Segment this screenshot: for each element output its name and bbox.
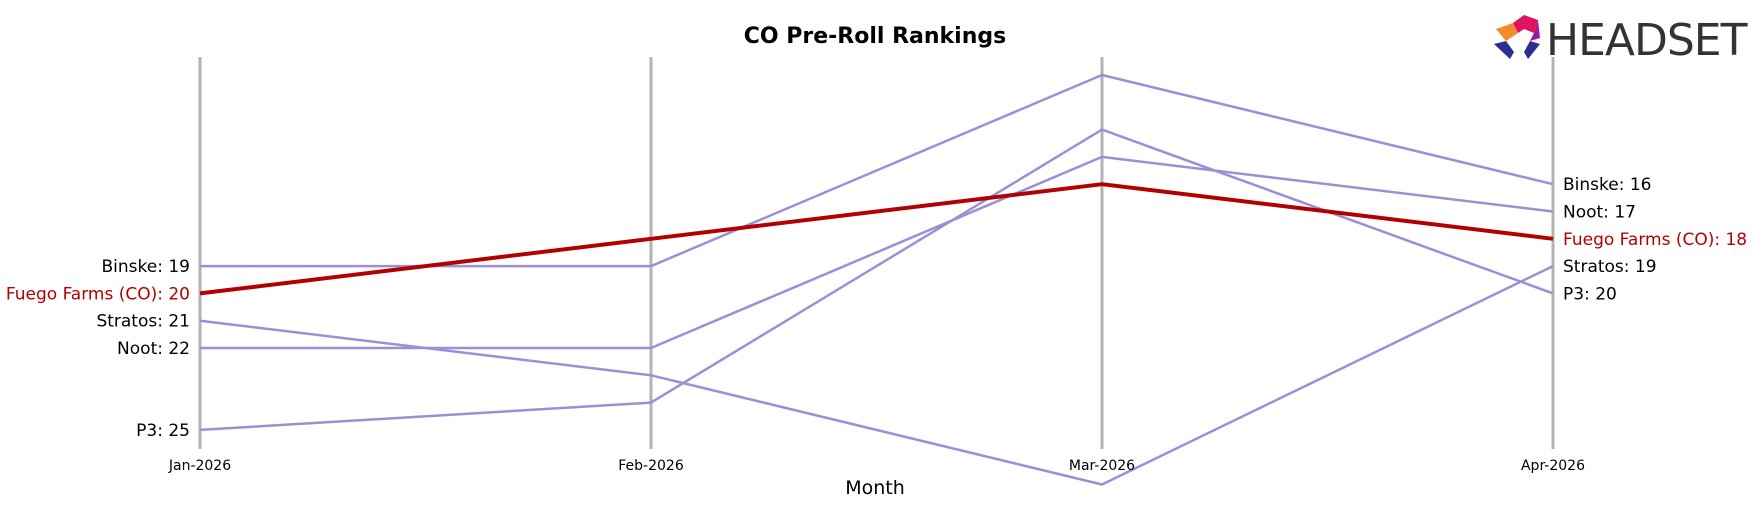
- end-label-fuego-farms-co: Fuego Farms (CO): 18: [1563, 230, 1747, 250]
- end-labels: Binske: 16 Noot: 17 Fuego Farms (CO): 18 St…: [1563, 175, 1747, 304]
- headset-logo: HEADSET: [1494, 15, 1749, 66]
- start-label-noot: Noot: 22: [117, 339, 190, 359]
- series-line-stratos: [199, 264, 1554, 486]
- start-labels: Binske: 19 Fuego Farms (CO): 20 Stratos: 2…: [6, 257, 190, 441]
- start-label-p3: P3: 25: [136, 421, 190, 441]
- start-label-binske: Binske: 19: [102, 257, 190, 277]
- month-axes: [198, 57, 1555, 449]
- x-tick-labels: Jan-2026 Feb-2026 Mar-2026 Apr-2026: [168, 458, 1585, 474]
- end-label-stratos: Stratos: 19: [1563, 257, 1657, 277]
- end-label-p3: P3: 20: [1563, 284, 1617, 304]
- start-label-fuego-farms-co: Fuego Farms (CO): 20: [6, 284, 190, 304]
- headset-logo-text: HEADSET: [1546, 15, 1748, 66]
- series-line-fuego-farms-co: [199, 182, 1554, 296]
- x-axis-label: Month: [845, 477, 905, 499]
- chart-title: CO Pre-Roll Rankings: [744, 24, 1006, 49]
- series-line-noot: [200, 155, 1554, 350]
- x-tick-apr-2026: Apr-2026: [1521, 458, 1585, 474]
- x-tick-feb-2026: Feb-2026: [618, 458, 684, 474]
- end-label-noot: Noot: 17: [1563, 203, 1636, 223]
- x-tick-jan-2026: Jan-2026: [168, 458, 231, 474]
- start-label-stratos: Stratos: 21: [96, 312, 190, 332]
- series-lines: [199, 73, 1554, 486]
- end-label-binske: Binske: 16: [1563, 175, 1651, 195]
- headset-logo-mark-icon: [1494, 15, 1540, 59]
- series-line-binske: [200, 73, 1554, 268]
- x-tick-mar-2026: Mar-2026: [1069, 458, 1135, 474]
- series-line-p3: [199, 128, 1554, 432]
